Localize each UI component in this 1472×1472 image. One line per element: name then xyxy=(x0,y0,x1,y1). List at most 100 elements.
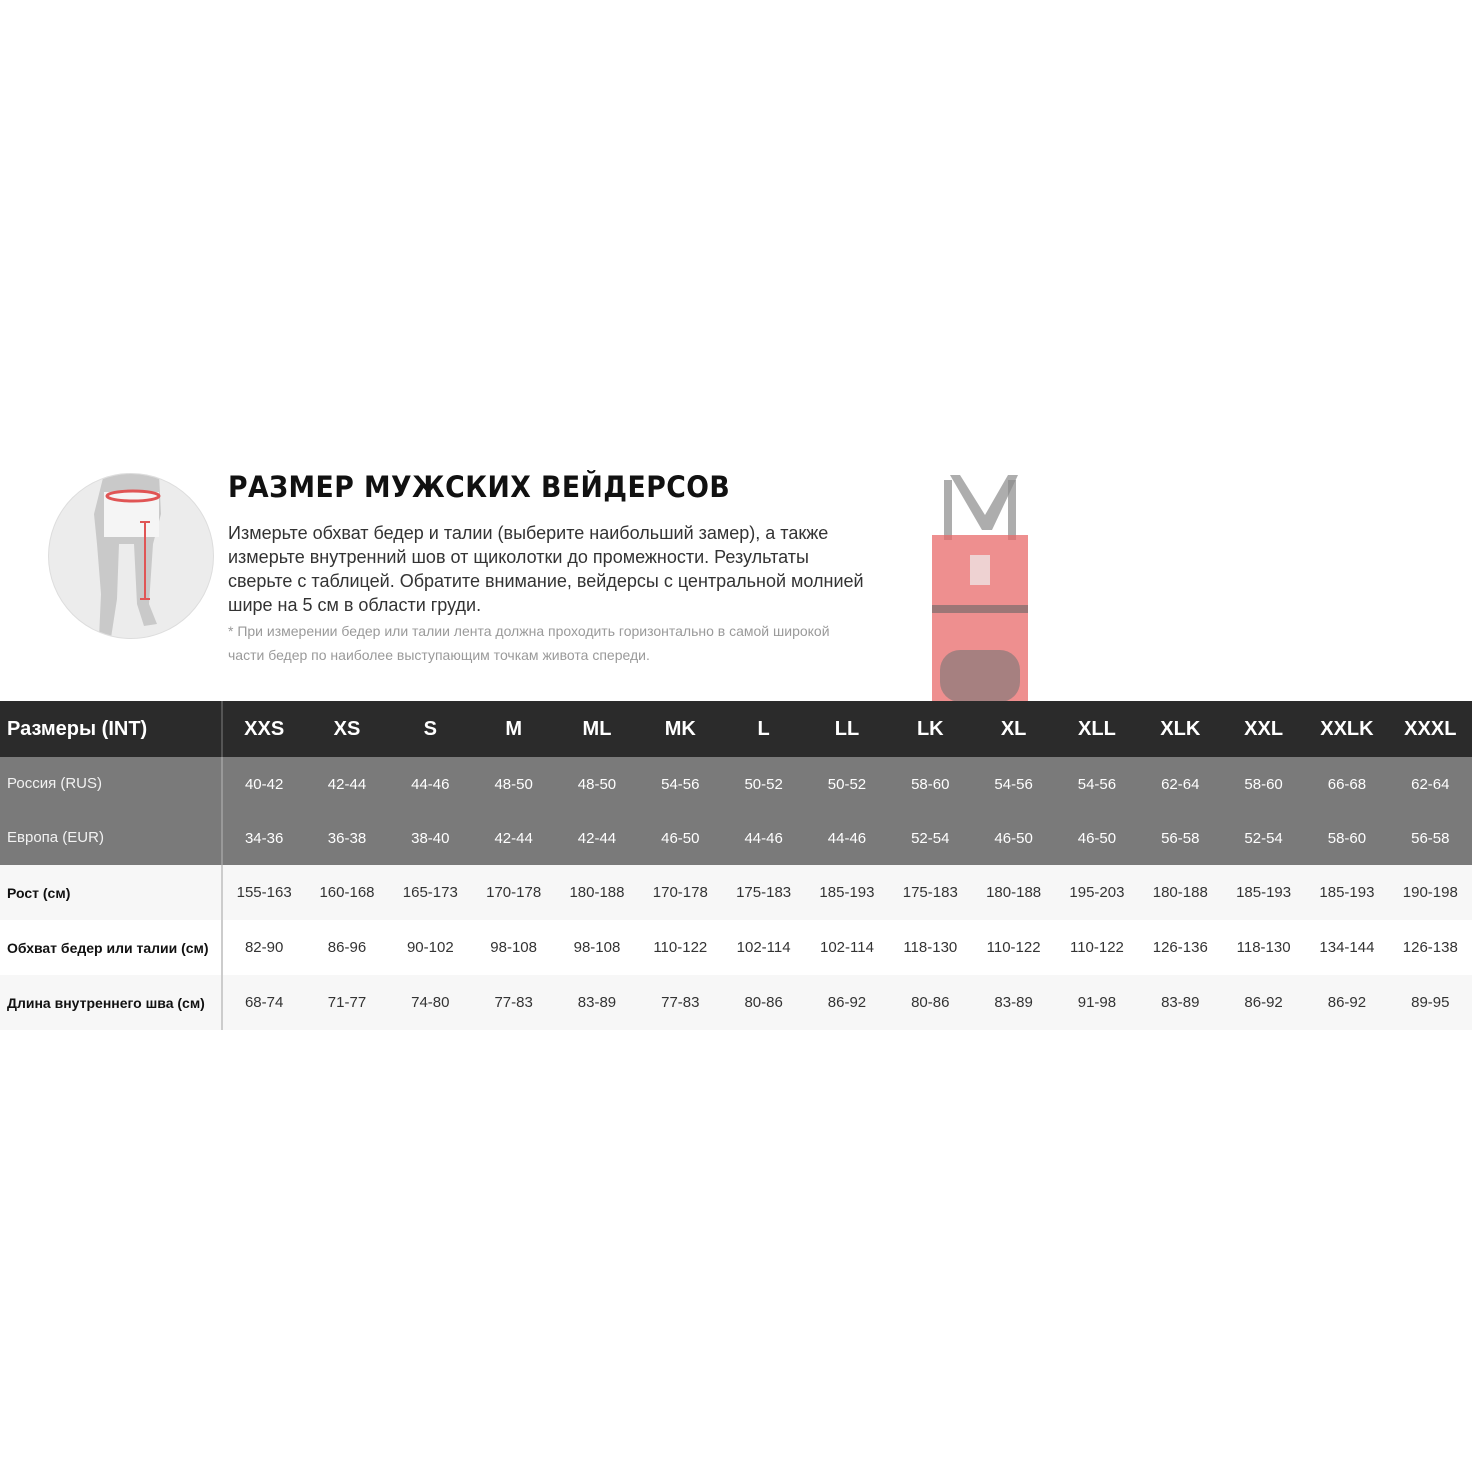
table-cell: 74-80 xyxy=(388,975,472,1030)
table-cell: 46-50 xyxy=(971,811,1056,865)
table-cell: 180-188 xyxy=(1138,865,1222,920)
table-cell: 62-64 xyxy=(1388,757,1472,811)
table-cell: 98-108 xyxy=(471,920,556,975)
size-header: XXLK xyxy=(1305,701,1389,757)
table-cell: 185-193 xyxy=(805,865,889,920)
table-cell: 91-98 xyxy=(1055,975,1139,1030)
table-cell: 46-50 xyxy=(1055,811,1139,865)
table-cell: 42-44 xyxy=(471,811,556,865)
table-cell: 180-188 xyxy=(971,865,1056,920)
table-cell: 44-46 xyxy=(388,757,472,811)
table-cell: 165-173 xyxy=(388,865,472,920)
table-cell: 155-163 xyxy=(222,865,306,920)
table-cell: 42-44 xyxy=(555,811,639,865)
table-cell: 110-122 xyxy=(971,920,1056,975)
table-row: Европа (EUR) 34-36 36-38 38-40 42-44 42-44 46-… xyxy=(0,811,1472,865)
table-cell: 52-54 xyxy=(1221,811,1306,865)
table-row: Рост (см) 155-163 160-168 165-173 170-178 180… xyxy=(0,865,1472,920)
table-cell: 54-56 xyxy=(1055,757,1139,811)
table-row: Обхват бедер или талии (см) 82-90 86-96 90-… xyxy=(0,920,1472,975)
table-cell: 44-46 xyxy=(805,811,889,865)
table-cell: 50-52 xyxy=(721,757,806,811)
table-cell: 86-92 xyxy=(805,975,889,1030)
size-header: ML xyxy=(555,701,639,757)
table-cell: 83-89 xyxy=(555,975,639,1030)
table-cell: 54-56 xyxy=(971,757,1056,811)
table-cell: 38-40 xyxy=(388,811,472,865)
table-cell: 52-54 xyxy=(888,811,972,865)
table-cell: 82-90 xyxy=(222,920,306,975)
table-cell: 118-130 xyxy=(888,920,972,975)
table-cell: 175-183 xyxy=(721,865,806,920)
table-cell: 46-50 xyxy=(638,811,722,865)
table-cell: 54-56 xyxy=(638,757,722,811)
table-cell: 185-193 xyxy=(1221,865,1306,920)
table-cell: 90-102 xyxy=(388,920,472,975)
table-cell: 58-60 xyxy=(1221,757,1306,811)
table-cell: 48-50 xyxy=(471,757,556,811)
table-cell: 58-60 xyxy=(1305,811,1389,865)
table-cell: 68-74 xyxy=(222,975,306,1030)
page-title: РАЗМЕР МУЖСКИХ ВЕЙДЕРСОВ xyxy=(228,470,731,504)
table-cell: 86-96 xyxy=(305,920,389,975)
table-cell: 66-68 xyxy=(1305,757,1389,811)
table-cell: 42-44 xyxy=(305,757,389,811)
header-label: Размеры (INT) xyxy=(0,701,223,757)
table-cell: 48-50 xyxy=(555,757,639,811)
size-header: XXXL xyxy=(1388,701,1472,757)
table-cell: 190-198 xyxy=(1388,865,1472,920)
size-header: S xyxy=(388,701,472,757)
table-cell: 50-52 xyxy=(805,757,889,811)
table-cell: 80-86 xyxy=(721,975,806,1030)
waders-product-image xyxy=(920,470,1040,702)
table-cell: 40-42 xyxy=(222,757,306,811)
table-cell: 77-83 xyxy=(638,975,722,1030)
row-label: Рост (см) xyxy=(0,865,223,920)
table-cell: 77-83 xyxy=(471,975,556,1030)
table-cell: 58-60 xyxy=(888,757,972,811)
table-cell: 56-58 xyxy=(1388,811,1472,865)
table-cell: 71-77 xyxy=(305,975,389,1030)
table-cell: 83-89 xyxy=(1138,975,1222,1030)
size-header: M xyxy=(471,701,556,757)
table-cell: 86-92 xyxy=(1305,975,1389,1030)
table-cell: 110-122 xyxy=(638,920,722,975)
table-cell: 44-46 xyxy=(721,811,806,865)
table-cell: 36-38 xyxy=(305,811,389,865)
table-cell: 80-86 xyxy=(888,975,972,1030)
table-cell: 102-114 xyxy=(805,920,889,975)
table-row: Россия (RUS) 40-42 42-44 44-46 48-50 48-50 54-… xyxy=(0,757,1472,811)
measurement-illustration xyxy=(48,473,214,639)
table-cell: 102-114 xyxy=(721,920,806,975)
size-header: LK xyxy=(888,701,972,757)
table-cell: 170-178 xyxy=(638,865,722,920)
size-header: XXL xyxy=(1221,701,1306,757)
size-header: MK xyxy=(638,701,722,757)
table-cell: 83-89 xyxy=(971,975,1056,1030)
table-cell: 56-58 xyxy=(1138,811,1222,865)
size-header: XLK xyxy=(1138,701,1222,757)
size-header: XS xyxy=(305,701,389,757)
table-cell: 180-188 xyxy=(555,865,639,920)
table-cell: 34-36 xyxy=(222,811,306,865)
table-cell: 98-108 xyxy=(555,920,639,975)
table-cell: 110-122 xyxy=(1055,920,1139,975)
table-cell: 126-138 xyxy=(1388,920,1472,975)
leg-figure-icon xyxy=(94,474,161,638)
table-cell: 195-203 xyxy=(1055,865,1139,920)
row-label: Россия (RUS) xyxy=(0,757,223,811)
table-cell: 175-183 xyxy=(888,865,972,920)
size-table: Размеры (INT) XXS XS S M ML MK L LL LK XL XLL XLK XXL… xyxy=(0,701,1472,1030)
row-label: Обхват бедер или талии (см) xyxy=(0,920,223,975)
table-cell: 86-92 xyxy=(1221,975,1306,1030)
size-header: XL xyxy=(971,701,1056,757)
table-cell: 118-130 xyxy=(1221,920,1306,975)
size-header: L xyxy=(721,701,806,757)
footnote-text: * При измерении бедер или талии лента до… xyxy=(228,623,830,663)
table-header-row: Размеры (INT) XXS XS S M ML MK L LL LK XL XLL XLK XXL… xyxy=(0,701,1472,757)
row-label: Европа (EUR) xyxy=(0,811,223,865)
instructions-text: Измерьте обхват бедер и талии (выберите … xyxy=(228,523,864,615)
size-header: XXS xyxy=(222,701,306,757)
table-cell: 126-136 xyxy=(1138,920,1222,975)
table-cell: 89-95 xyxy=(1388,975,1472,1030)
